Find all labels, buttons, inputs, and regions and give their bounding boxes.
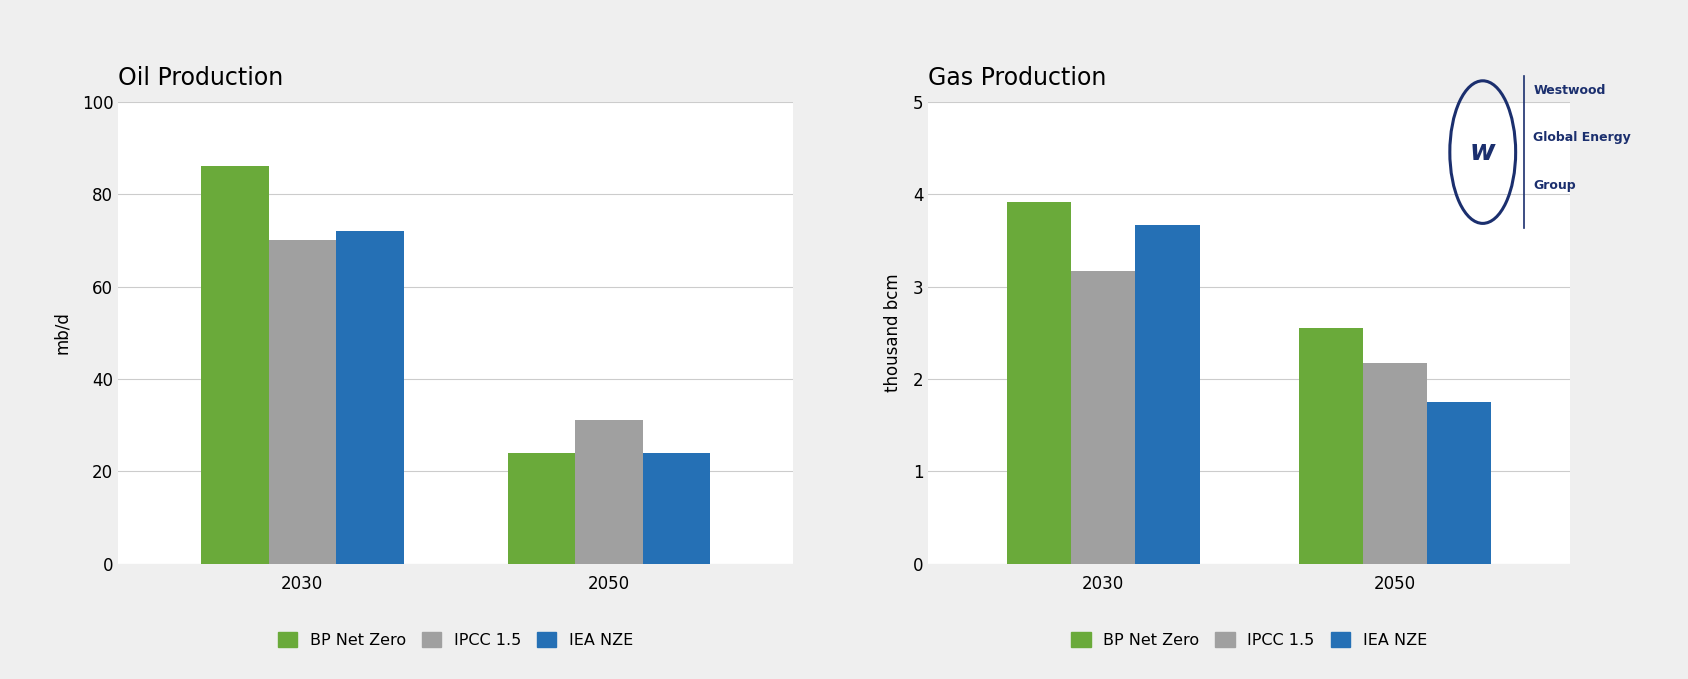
- Bar: [576, 420, 643, 564]
- Bar: [1008, 202, 1072, 564]
- Bar: [268, 240, 336, 564]
- Text: Global Energy: Global Energy: [1533, 131, 1631, 145]
- Bar: [1136, 225, 1200, 564]
- Y-axis label: mb/d: mb/d: [52, 311, 71, 354]
- Bar: [1362, 363, 1426, 564]
- Legend: BP Net Zero, IPCC 1.5, IEA NZE: BP Net Zero, IPCC 1.5, IEA NZE: [1072, 632, 1426, 648]
- Text: Oil Production: Oil Production: [118, 66, 284, 90]
- Bar: [1072, 271, 1136, 564]
- Bar: [508, 453, 576, 564]
- Bar: [336, 231, 403, 564]
- Text: w: w: [1470, 138, 1496, 166]
- Text: Gas Production: Gas Production: [928, 66, 1107, 90]
- Bar: [643, 453, 711, 564]
- Text: Group: Group: [1533, 179, 1577, 192]
- Legend: BP Net Zero, IPCC 1.5, IEA NZE: BP Net Zero, IPCC 1.5, IEA NZE: [279, 632, 633, 648]
- Bar: [1298, 328, 1362, 564]
- Bar: [201, 166, 268, 564]
- Text: Westwood: Westwood: [1533, 84, 1605, 97]
- Y-axis label: thousand bcm: thousand bcm: [885, 274, 901, 392]
- Bar: [1426, 402, 1491, 564]
